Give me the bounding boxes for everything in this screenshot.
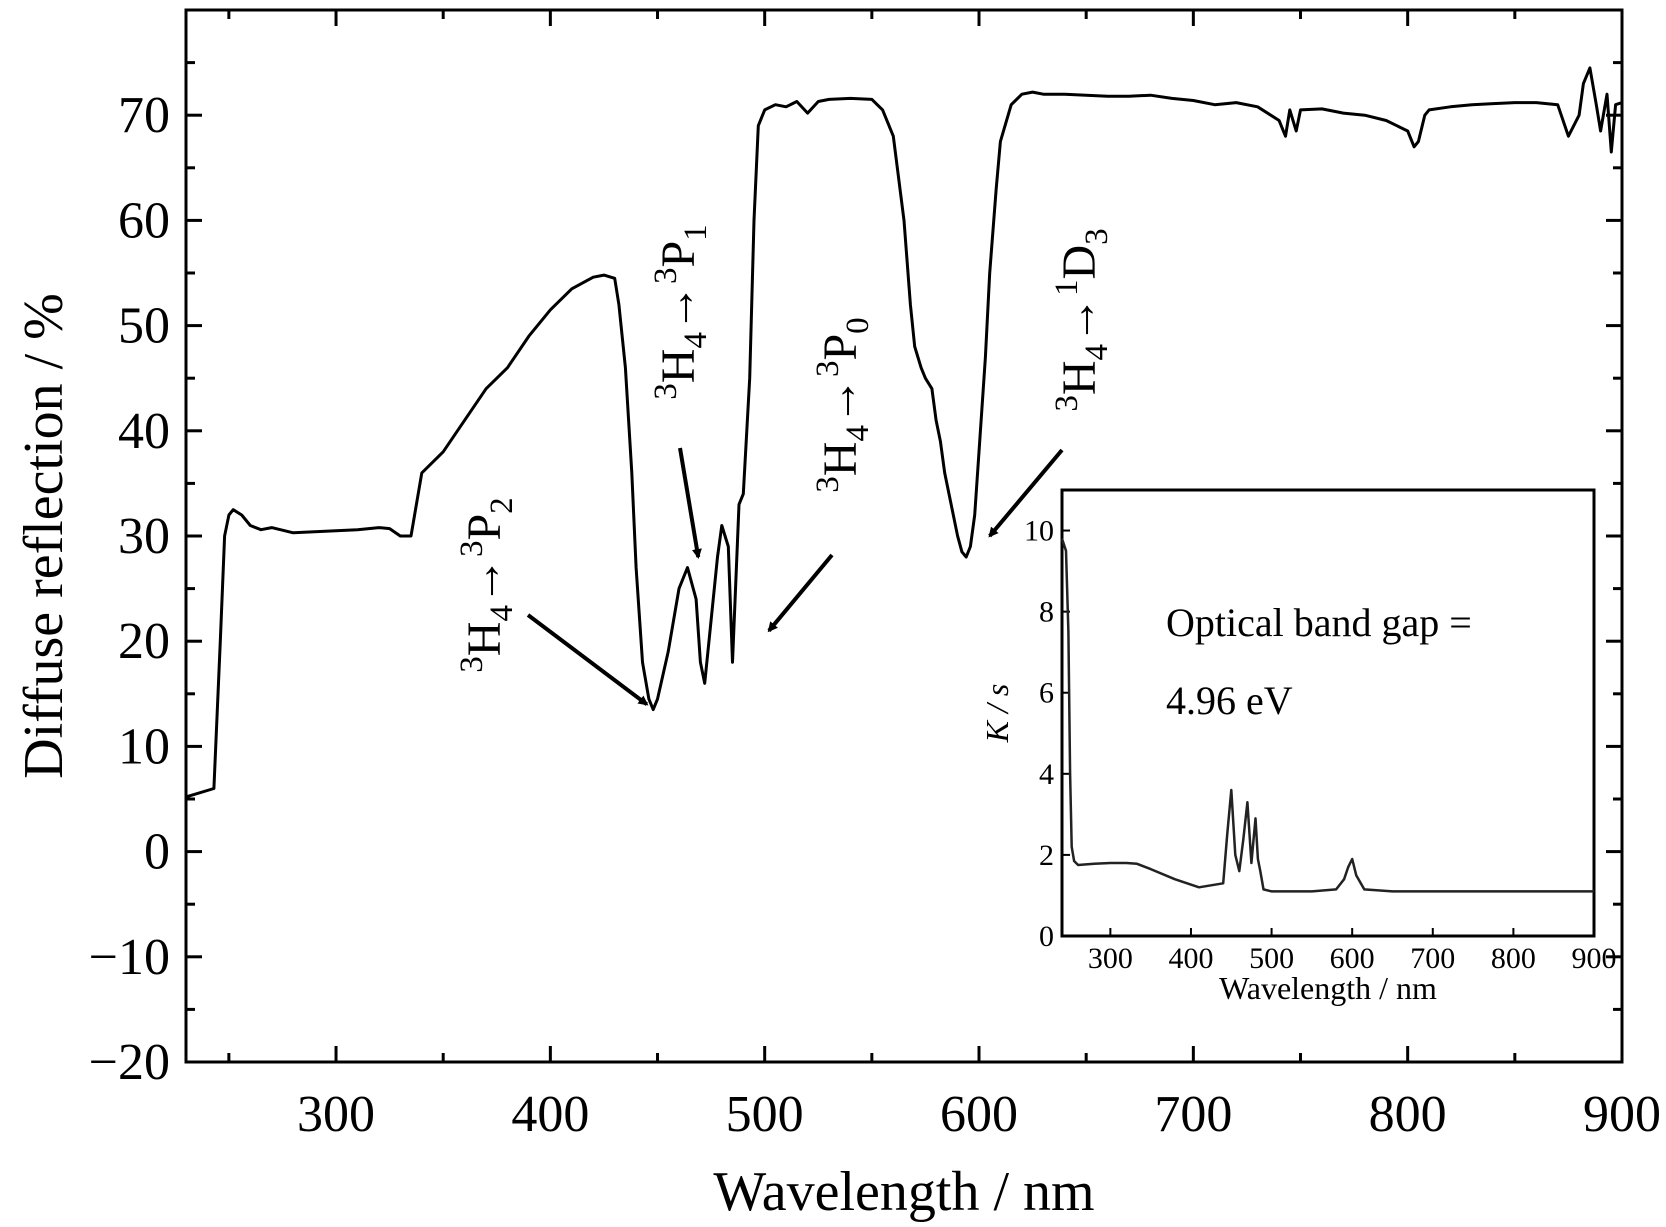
transition-label-part: H [458,622,511,657]
inset-x-axis-title: Wavelength / nm [1219,970,1437,1006]
inset-band-gap-value: 4.96 eV [1166,678,1293,723]
transition-arrow [767,553,834,633]
transition-label-part: H [814,442,867,477]
transition-label-part: 1 [1049,280,1085,297]
inset-series-line [1060,538,1594,893]
transition-arrow [678,447,702,560]
inset-y-axis-title: K / s [979,684,1015,744]
inset-y-tick-label: 0 [1039,920,1054,953]
transition-arrow [988,448,1064,538]
inset-plot-frame [1060,488,1596,938]
main-y-tick-label: −20 [89,1034,170,1091]
inset-x-tick-label: 300 [1088,942,1133,975]
main-series-line [185,66,1623,799]
transition-label-part: 3 [1079,228,1115,245]
transition-label-part: 4 [678,332,714,349]
inset-x-tick-label: 400 [1168,942,1213,975]
main-y-tick-label: 0 [144,824,170,881]
transition-label-part: 2 [484,497,520,514]
inset-x-tick-label: 900 [1572,942,1617,975]
inset-y-tick-label: 2 [1039,839,1054,872]
transition-label-part: H [1053,361,1106,396]
transition-label-part: D [1053,245,1106,280]
transition-label-part: 4 [840,425,876,442]
transition-label-part: P [814,334,867,361]
inset-band-gap-label: Optical band gap = [1166,600,1472,645]
transition-label-part: 3 [1049,395,1085,412]
transition-label: 3H4→1D3 [1049,228,1115,411]
transition-label-part: P [652,241,705,268]
transition-label-part: → [814,377,867,425]
transition-label-part: → [652,284,705,332]
transition-label-part: P [458,514,511,541]
transition-label-part: → [1053,296,1106,344]
main-y-tick-label: 20 [118,613,170,670]
transition-label-part: 3 [648,268,684,285]
transition-label-part: 3 [810,361,846,378]
transition-label-text: 3H4→3P2 [454,497,520,672]
transition-label-part: 0 [840,317,876,334]
transition-label: 3H4→3P1 [648,224,714,399]
inset-x-tick-label: 500 [1249,942,1294,975]
main-y-tick-label: −10 [89,929,170,986]
main-y-tick-label: 40 [118,403,170,460]
inset-y-tick-label: 6 [1039,677,1054,710]
inset-x-tick-label: 600 [1330,942,1375,975]
main-y-tick-label: 70 [118,87,170,144]
transition-label: 3H4→3P0 [810,317,876,492]
transition-label-part: 3 [454,656,490,673]
main-x-tick-label: 500 [726,1086,804,1143]
inset-x-tick-label: 800 [1491,942,1536,975]
main-x-axis-title: Wavelength / nm [713,1161,1094,1223]
transition-label-part: 4 [484,605,520,622]
transition-label-part: 3 [454,541,490,558]
transition-label-text: 3H4→3P1 [648,224,714,399]
main-x-tick-label: 700 [1154,1086,1232,1143]
inset-x-tick-label: 700 [1410,942,1455,975]
main-y-tick-label: 30 [118,508,170,565]
main-x-tick-label: 800 [1369,1086,1447,1143]
main-y-tick-label: 60 [118,192,170,249]
transition-label-part: 4 [1079,344,1115,361]
transition-arrow [526,613,649,706]
transition-label-part: 3 [648,383,684,400]
inset-y-tick-label: 4 [1039,758,1054,791]
main-x-tick-label: 400 [511,1086,589,1143]
transition-label-part: → [458,557,511,605]
inset-y-tick-label: 10 [1024,515,1054,548]
transition-label-text: 3H4→1D3 [1049,228,1115,411]
main-y-tick-label: 10 [118,718,170,775]
transition-label-part: 3 [810,476,846,493]
main-x-tick-label: 300 [297,1086,375,1143]
main-y-tick-label: 50 [118,298,170,355]
transition-label-text: 3H4→3P0 [810,317,876,492]
transition-label-part: 1 [678,224,714,241]
inset-y-tick-label: 8 [1039,596,1054,629]
main-x-tick-label: 900 [1583,1086,1661,1143]
transition-label-part: H [652,349,705,384]
transition-label: 3H4→3P2 [454,497,520,672]
main-x-tick-label: 600 [940,1086,1018,1143]
main-y-axis-title: Diffuse reflection / % [13,293,75,779]
